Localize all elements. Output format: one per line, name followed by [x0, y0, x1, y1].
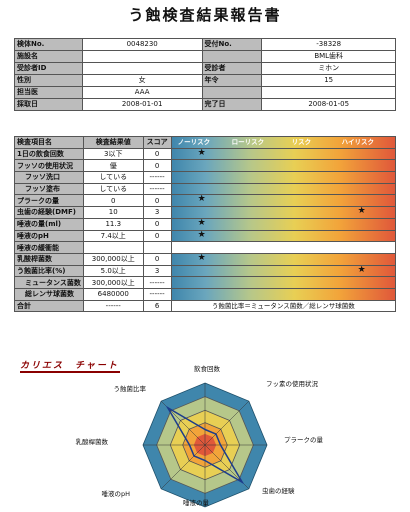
risk-bar: ★ — [170, 194, 397, 208]
result-value: 10 — [82, 206, 144, 219]
radar-axis-label: 唾液のpH — [101, 490, 130, 498]
risk-star-icon: ★ — [197, 218, 206, 228]
result-score: ------ — [142, 171, 172, 184]
radar-axis-line — [160, 444, 206, 490]
chart-title-underline — [20, 371, 120, 373]
total-row: 合計 ------ 6 う蝕菌比率＝ミュータンス菌数／総レンサ球菌数 — [14, 299, 397, 313]
info-label: 受診者ID — [14, 62, 83, 75]
info-label: 完了日 — [201, 98, 263, 111]
result-row: 虫歯の経験(DMF) 10 3 ★ — [14, 206, 397, 219]
risk-scale-header: ノーリスク ローリスク リスク ハイリスク — [170, 136, 397, 149]
info-row: 採取日 2008-01-01 完了日 2008-01-05 — [14, 98, 396, 111]
risk-star-icon: ★ — [197, 148, 206, 158]
result-row: プラークの量 0 0 ★ — [14, 194, 397, 208]
result-row: フッソ洗口 している ------ — [14, 171, 397, 184]
result-row: 唾液の緩衝能 — [14, 241, 397, 254]
result-row: 1日の飲食回数 3以下 0 ★ — [14, 147, 397, 161]
info-label: 施設名 — [14, 50, 83, 63]
risk-bar: ★ — [170, 229, 397, 243]
result-row: フッソ塗布 している ------ — [14, 182, 397, 196]
header-item: 検査項目名 — [14, 136, 84, 149]
info-label: 担当医 — [14, 86, 83, 99]
risk-bar: ★ — [170, 217, 397, 231]
radar-axis-label: プラークの量 — [284, 436, 323, 444]
info-row: 担当医 AAA — [14, 86, 396, 99]
chart-title: カリエス チャート — [20, 361, 119, 371]
risk-star-icon: ★ — [197, 230, 206, 240]
risk-bar: ★ — [170, 206, 397, 219]
result-item-name: フッソの使用状況 — [14, 159, 84, 173]
radar-score-line — [165, 405, 245, 485]
result-item-name: 1日の飲食回数 — [14, 147, 84, 161]
risk-label-risk: リスク — [291, 138, 312, 146]
result-value: している — [82, 182, 144, 196]
result-item-name: 唾液の量(ml) — [14, 217, 84, 231]
total-label: 合計 — [14, 299, 84, 313]
result-value: 11.3 — [82, 217, 144, 231]
risk-label-none: ノーリスク — [177, 138, 211, 146]
risk-bar — [170, 241, 397, 254]
radar-axis-line — [204, 400, 250, 446]
patient-info-table: 検体No. 0048230 受付No. -38328 施設名 BML歯科 受診者ID 受診者ミ… — [14, 38, 396, 111]
info-value: 2008-01-05 — [261, 98, 396, 111]
risk-label-low: ローリスク — [231, 138, 265, 146]
info-label: 年令 — [201, 74, 263, 87]
result-row: 唾液の量(ml) 11.3 0 ★ — [14, 217, 397, 231]
info-label: 性別 — [14, 74, 83, 87]
result-item-name: プラークの量 — [14, 194, 84, 208]
risk-star-icon: ★ — [197, 253, 206, 263]
risk-star-icon: ★ — [357, 206, 366, 217]
result-value: している — [82, 171, 144, 184]
result-row: ミュータンス菌数 300,000以上 ------ — [14, 276, 397, 289]
results-table: 検査項目名 検査結果値 スコア ノーリスク ローリスク リスク ハイリスク 1日… — [14, 136, 397, 313]
result-score: 0 — [142, 159, 172, 173]
risk-label-high: ハイリスク — [341, 138, 374, 146]
result-row: フッソの使用状況優 0 — [14, 159, 397, 173]
report-title: う蝕検査結果報告書 — [128, 6, 282, 24]
radar-axis-label: う蝕菌比率 — [113, 385, 147, 393]
results-header-row: 検査項目名 検査結果値 スコア ノーリスク ローリスク リスク ハイリスク — [14, 136, 397, 149]
result-item-name: 唾液のpH — [14, 229, 84, 243]
result-row: 総レンサ球菌数 6480000 ------ — [14, 287, 397, 301]
risk-gradient — [172, 137, 395, 148]
info-label: 検体No. — [14, 38, 83, 51]
risk-bar — [170, 171, 397, 184]
total-value: ------ — [82, 299, 144, 313]
result-row: 唾液のpH 7.4以上 0 ★ — [14, 229, 397, 243]
risk-bar — [170, 159, 397, 173]
radar-axis-label: 飲食回数 — [194, 365, 220, 373]
ratio-note: う蝕菌比率＝ミュータンス菌数／総レンサ球菌数 — [170, 299, 397, 313]
result-item-name: フッソ洗口 — [14, 171, 84, 184]
radar-axis-label: フッ素の使用状況 — [266, 380, 318, 388]
info-label: 採取日 — [14, 98, 83, 111]
radar-axis-label: 虫歯の経験 — [262, 487, 295, 495]
result-item-name: 虫歯の経験(DMF) — [14, 206, 84, 219]
risk-star-icon: ★ — [357, 265, 366, 275]
result-item-name: 唾液の緩衝能 — [14, 241, 84, 254]
risk-bar: ★ — [170, 147, 397, 161]
risk-bar — [170, 182, 397, 196]
radar-axis-label: 唾液の量 — [183, 499, 209, 507]
risk-bar — [170, 287, 397, 301]
result-item-name: フッソ塗布 — [14, 182, 84, 196]
risk-star-icon: ★ — [197, 194, 206, 205]
result-value: 0 — [82, 194, 144, 208]
radar-axis-label: 乳酸桿菌数 — [75, 438, 109, 446]
